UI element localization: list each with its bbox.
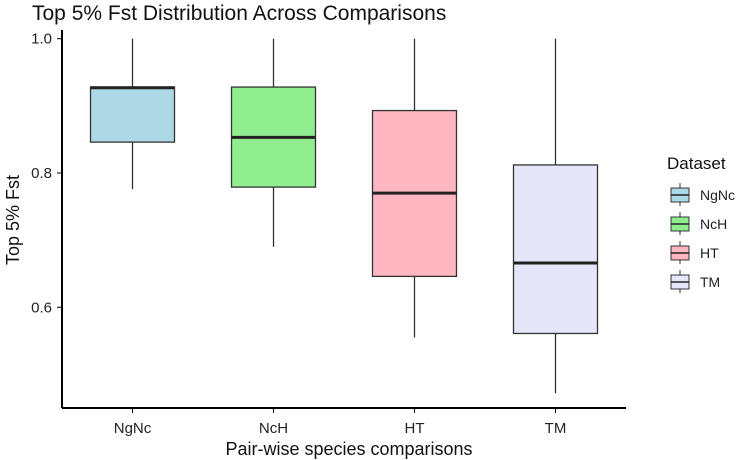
box-tm [512, 38, 599, 394]
x-tick-label: NgNc [114, 420, 152, 437]
legend-item-tm: TM [670, 270, 720, 293]
y-ticks: 0.6 0.8 1.0 [31, 31, 62, 316]
y-axis-title: Top 5% Fst [3, 175, 23, 265]
y-tick-label: 1.0 [31, 31, 52, 48]
legend-item-ht: HT [670, 241, 719, 264]
x-tick-label: HT [405, 420, 425, 437]
legend-item-nch: NcH [670, 212, 727, 235]
x-ticks: NgNc NcH HT TM [114, 408, 567, 437]
boxes [89, 38, 599, 394]
y-tick-label: 0.6 [31, 299, 52, 316]
x-tick-label: NcH [259, 420, 288, 437]
legend-item-ngnc: NgNc [670, 183, 735, 206]
chart-title: Top 5% Fst Distribution Across Compariso… [32, 2, 446, 25]
legend-label: HT [700, 245, 719, 261]
box-body [89, 86, 176, 143]
legend: Dataset NgNc NcH HT TM [667, 154, 735, 293]
legend-label: TM [700, 274, 720, 290]
box-ht [371, 38, 458, 338]
y-tick-label: 0.8 [31, 165, 52, 182]
x-axis-title: Pair-wise species comparisons [225, 439, 472, 459]
legend-label: NgNc [700, 187, 735, 203]
x-tick-label: TM [545, 420, 567, 437]
legend-title: Dataset [667, 154, 726, 173]
box-body [512, 164, 599, 335]
box-nch [230, 38, 317, 247]
box-ngnc [89, 38, 176, 190]
legend-label: NcH [700, 216, 727, 232]
